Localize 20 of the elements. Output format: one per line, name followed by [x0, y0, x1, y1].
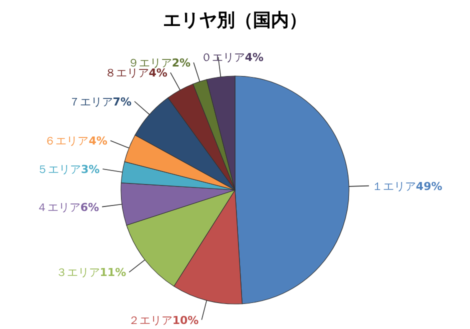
data-label: 3%: [80, 163, 100, 176]
slice-label: ４エリア: [36, 200, 80, 214]
chart-title: エリヤ別（国内）: [162, 9, 308, 32]
slice-label: １エリア: [372, 180, 416, 193]
data-label: 2%: [172, 56, 191, 70]
slice-label: ７エリア: [68, 95, 113, 108]
slice-label: ２エリア: [128, 314, 172, 327]
data-label: 6%: [80, 200, 100, 214]
data-label: 11%: [100, 266, 126, 280]
data-label: 4%: [244, 51, 264, 64]
data-label: 49%: [416, 180, 442, 193]
slice-label: ３エリア: [56, 266, 100, 280]
slice-label: ８エリア: [104, 66, 149, 80]
data-label: 10%: [172, 314, 199, 327]
data-label: 7%: [112, 95, 132, 108]
slice-label: ６エリア: [44, 134, 89, 148]
data-label: 4%: [148, 66, 168, 80]
slice-label: ０エリア: [200, 51, 245, 64]
slice-label: ５エリア: [36, 163, 81, 176]
data-label: 4%: [88, 134, 108, 148]
